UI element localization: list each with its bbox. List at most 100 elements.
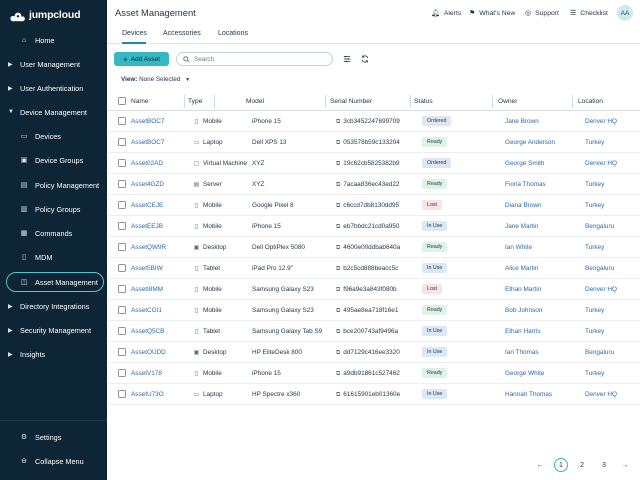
tab-devices[interactable]: Devices (122, 30, 147, 44)
copy-icon[interactable]: ⧉ (336, 287, 341, 293)
asset-name-link[interactable]: AssetCGI1 (131, 307, 162, 314)
location-link[interactable]: Denver HQ (585, 160, 617, 167)
copy-icon[interactable]: ⧉ (336, 140, 341, 146)
column-name[interactable]: Name (131, 98, 149, 105)
row-checkbox[interactable] (118, 180, 126, 188)
view-selector[interactable]: View: None Selected ▼ (121, 76, 190, 83)
copy-icon[interactable]: ⧉ (336, 350, 341, 356)
sidebar-item-insights[interactable]: ▶ Insights (4, 344, 104, 364)
asset-name-link[interactable]: AssetU73O (131, 391, 164, 398)
page-3-button[interactable]: 3 (602, 461, 606, 469)
owner-link[interactable]: Bob Johnson (505, 307, 543, 314)
asset-name-link[interactable]: Asset5BIW (131, 265, 163, 272)
asset-name-link[interactable]: AssetQ5CB (131, 328, 165, 335)
next-page-button[interactable]: → (618, 458, 632, 472)
owner-link[interactable]: Jane Brown (505, 118, 539, 125)
owner-link[interactable]: George Anderson (505, 139, 556, 146)
owner-link[interactable]: Ethan Martin (505, 286, 542, 293)
location-link[interactable]: Bengaluru (585, 223, 615, 230)
copy-icon[interactable]: ⧉ (336, 266, 341, 272)
row-checkbox[interactable] (118, 306, 126, 314)
sidebar-item-settings[interactable]: ⚙ Settings (4, 427, 104, 447)
location-link[interactable]: Bengaluru (585, 349, 615, 356)
row-checkbox[interactable] (118, 201, 126, 209)
row-checkbox[interactable] (118, 159, 126, 167)
location-link[interactable]: Turkey (585, 139, 605, 146)
copy-icon[interactable]: ⧉ (336, 203, 341, 209)
sidebar-item-device-groups[interactable]: ▣ Device Groups (4, 150, 104, 170)
brand-logo[interactable]: jumpcloud (7, 8, 80, 22)
asset-name-link[interactable]: AssetEEJB (131, 223, 163, 230)
sidebar-item-policy-management[interactable]: ▤ Policy Management (4, 175, 104, 195)
row-checkbox[interactable] (118, 138, 126, 146)
sidebar-item-home[interactable]: ⌂ Home (4, 30, 104, 50)
sidebar-item-devices[interactable]: ▭ Devices (4, 126, 104, 146)
sidebar-item-security-management[interactable]: ▶ Security Management (4, 320, 104, 340)
search-input[interactable] (194, 55, 324, 63)
alerts-link[interactable]: 🔔︎ Alerts (431, 9, 461, 18)
column-location[interactable]: Location (578, 98, 603, 105)
column-status[interactable]: Status (414, 98, 433, 105)
support-link[interactable]: ◎ Support (525, 9, 559, 18)
copy-icon[interactable]: ⧉ (336, 119, 341, 125)
prev-page-button[interactable]: ← (533, 458, 547, 472)
whats-new-link[interactable]: ⚑ What's New (469, 9, 515, 18)
sidebar-item-directory-integrations[interactable]: ▶ Directory Integrations (4, 296, 104, 316)
copy-icon[interactable]: ⧉ (336, 371, 341, 377)
owner-link[interactable]: Fiona Thomas (505, 181, 546, 188)
location-link[interactable]: Denver HQ (585, 118, 617, 125)
location-link[interactable]: Turkey (585, 328, 605, 335)
column-type[interactable]: Type (188, 98, 203, 105)
sidebar-item-mdm[interactable]: ▯ MDM (4, 247, 104, 267)
asset-name-link[interactable]: Asset02AD (131, 160, 163, 167)
row-checkbox[interactable] (118, 117, 126, 125)
row-checkbox[interactable] (118, 327, 126, 335)
copy-icon[interactable]: ⧉ (336, 161, 341, 167)
row-checkbox[interactable] (118, 243, 126, 251)
row-checkbox[interactable] (118, 369, 126, 377)
owner-link[interactable]: Ethan Harris (505, 328, 541, 335)
row-checkbox[interactable] (118, 285, 126, 293)
row-checkbox[interactable] (118, 264, 126, 272)
refresh-icon[interactable] (359, 53, 371, 65)
copy-icon[interactable]: ⧉ (336, 224, 341, 230)
row-checkbox[interactable] (118, 348, 126, 356)
tab-locations[interactable]: Locations (218, 30, 248, 37)
sidebar-item-user-management[interactable]: ▶ User Management (4, 54, 104, 74)
location-link[interactable]: Turkey (585, 307, 605, 314)
asset-name-link[interactable]: AssetBOC7 (131, 139, 165, 146)
copy-icon[interactable]: ⧉ (336, 392, 341, 398)
sidebar-item-policy-groups[interactable]: ▥ Policy Groups (4, 199, 104, 219)
tab-accessories[interactable]: Accessories (163, 30, 201, 37)
column-model[interactable]: Model (246, 98, 264, 105)
checklist-link[interactable]: ☰ Checklist (570, 9, 608, 18)
sidebar-item-commands[interactable]: ▦ Commands (4, 223, 104, 243)
asset-name-link[interactable]: AssetQW9R (131, 244, 167, 251)
owner-link[interactable]: George White (505, 370, 545, 377)
location-link[interactable]: Denver HQ (585, 286, 617, 293)
search-box[interactable] (176, 52, 333, 66)
asset-name-link[interactable]: AssetV178 (131, 370, 162, 377)
add-asset-button[interactable]: + Add Asset (114, 52, 169, 66)
location-link[interactable]: Turkey (585, 370, 605, 377)
copy-icon[interactable]: ⧉ (336, 182, 341, 188)
sidebar-item-user-authentication[interactable]: ▶ User Authentication (4, 78, 104, 98)
column-owner[interactable]: Owner (498, 98, 518, 105)
owner-link[interactable]: Diana Brown (505, 202, 542, 209)
asset-name-link[interactable]: AssetBOC7 (131, 118, 165, 125)
columns-settings-icon[interactable] (341, 53, 353, 65)
sidebar-item-asset-management[interactable]: ◫ Asset Management (6, 272, 104, 292)
location-link[interactable]: Bengaluru (585, 265, 615, 272)
row-checkbox[interactable] (118, 390, 126, 398)
asset-name-link[interactable]: AssetCEJE (131, 202, 164, 209)
asset-name-link[interactable]: Asset4GZD (131, 181, 165, 188)
copy-icon[interactable]: ⧉ (336, 329, 341, 335)
asset-name-link[interactable]: AssetI8MM (131, 286, 163, 293)
row-checkbox[interactable] (118, 222, 126, 230)
location-link[interactable]: Denver HQ (585, 391, 617, 398)
location-link[interactable]: Turkey (585, 244, 605, 251)
copy-icon[interactable]: ⧉ (336, 308, 341, 314)
location-link[interactable]: Turkey (585, 202, 605, 209)
asset-name-link[interactable]: AssetOUDD (131, 349, 166, 356)
owner-link[interactable]: Hannah Thomas (505, 391, 553, 398)
